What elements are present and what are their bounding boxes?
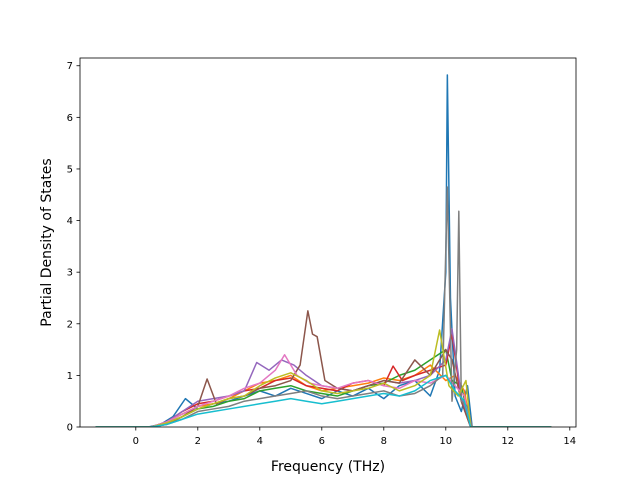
y-axis-label: Partial Density of States	[39, 158, 55, 326]
series-line-10	[95, 374, 552, 427]
series-line-8	[95, 186, 552, 427]
series-layer	[95, 74, 552, 427]
x-tick-label: 0	[133, 436, 139, 447]
x-tick-label: 8	[381, 436, 387, 447]
x-tick-label: 4	[257, 436, 263, 447]
x-axis: 0 2 4 6 8 10 12 14	[133, 427, 576, 447]
y-tick-label: 3	[67, 268, 73, 279]
series-line-9	[95, 329, 552, 427]
x-tick-label: 6	[319, 436, 325, 447]
x-tick-label: 10	[439, 436, 452, 447]
y-tick-label: 2	[67, 319, 73, 330]
x-tick-label: 2	[195, 436, 201, 447]
series-line-6	[95, 310, 552, 427]
x-axis-label: Frequency (THz)	[271, 459, 385, 475]
y-tick-label: 6	[67, 113, 73, 124]
y-tick-label: 5	[67, 164, 73, 175]
plot-frame	[79, 57, 577, 428]
x-tick-label: 12	[501, 436, 514, 447]
y-tick-label: 1	[67, 371, 73, 382]
y-tick-label: 4	[67, 216, 73, 227]
y-tick-label: 0	[67, 423, 73, 434]
y-tick-label: 7	[67, 61, 73, 72]
y-axis: 0 1 2 3 4 5 6 7	[67, 61, 80, 434]
x-tick-label: 14	[563, 436, 576, 447]
